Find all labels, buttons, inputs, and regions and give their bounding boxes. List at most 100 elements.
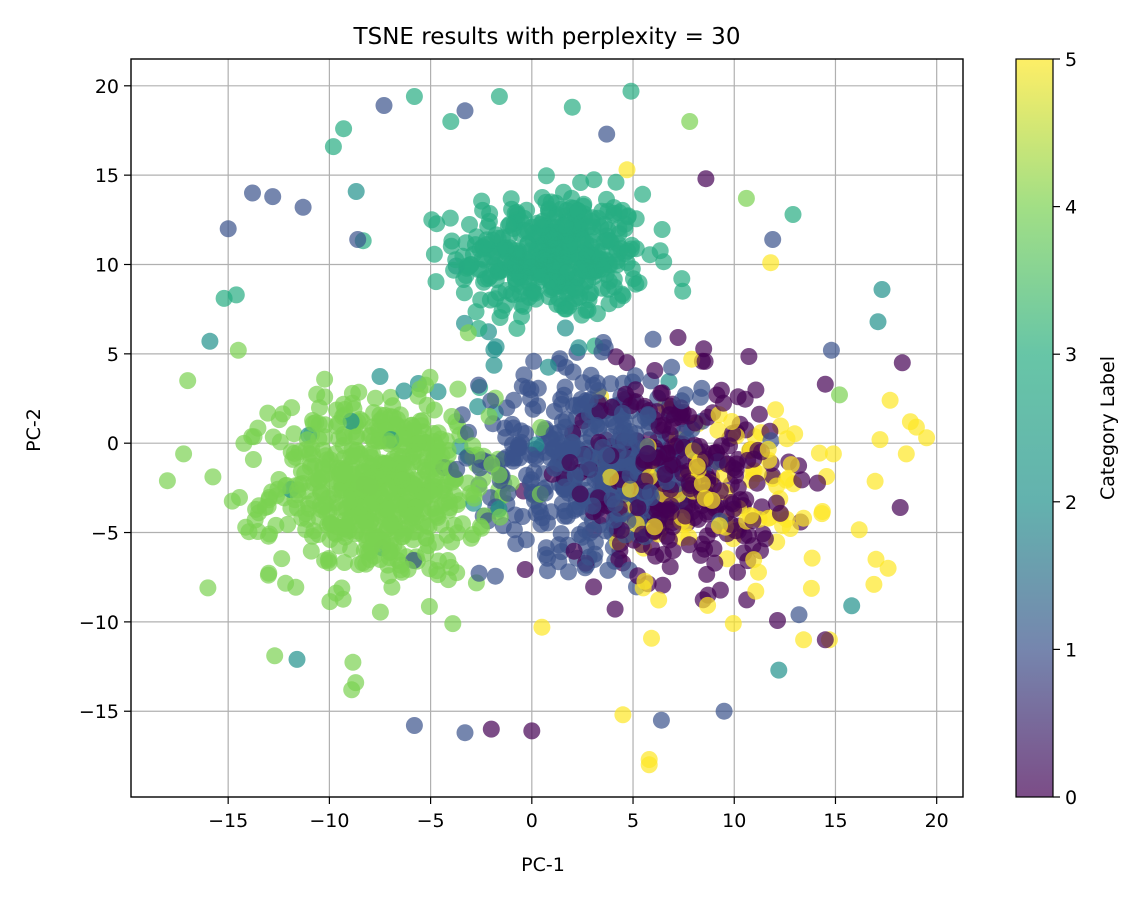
data-point: [607, 173, 625, 191]
x-tick-label: −15: [208, 810, 248, 832]
data-point: [344, 653, 362, 671]
data-point: [405, 717, 423, 734]
data-point: [599, 561, 617, 579]
data-point: [769, 612, 786, 629]
data-point: [552, 525, 570, 543]
data-point: [539, 562, 556, 580]
data-point: [356, 511, 374, 529]
data-point: [405, 88, 423, 105]
data-point: [486, 567, 504, 585]
data-point: [542, 193, 560, 211]
data-point: [347, 674, 365, 692]
data-point: [566, 468, 584, 486]
data-point: [456, 102, 474, 120]
data-point: [392, 556, 410, 574]
data-point: [747, 582, 765, 600]
data-point: [598, 125, 616, 143]
data-point: [680, 536, 698, 554]
data-point: [443, 473, 461, 491]
data-point: [245, 428, 263, 446]
data-point: [449, 380, 467, 398]
data-point: [659, 445, 677, 462]
data-point: [784, 206, 802, 223]
data-point: [215, 289, 233, 307]
data-point: [586, 471, 604, 489]
data-point: [532, 419, 550, 436]
data-point: [646, 518, 663, 536]
data-point: [552, 267, 569, 285]
data-point: [480, 212, 498, 230]
data-point: [813, 503, 831, 520]
colorbar: 0 1 2 3 4 5 Category Label: [1015, 49, 1119, 809]
data-point: [334, 590, 352, 608]
data-point: [661, 406, 679, 424]
data-point: [695, 340, 713, 358]
data-point: [636, 572, 654, 590]
data-point: [461, 216, 478, 233]
x-tick-label: −5: [417, 810, 445, 832]
data-point: [673, 392, 691, 410]
data-point: [404, 506, 422, 524]
data-point: [674, 282, 692, 300]
data-point: [565, 542, 583, 560]
data-point: [519, 379, 537, 397]
data-point: [537, 167, 555, 185]
data-point: [627, 275, 645, 293]
data-point: [571, 498, 589, 516]
data-point: [654, 576, 672, 594]
data-point: [748, 474, 766, 492]
data-point: [602, 468, 619, 486]
data-point: [614, 287, 632, 305]
data-point: [867, 550, 885, 568]
data-point: [371, 368, 389, 385]
data-point: [266, 647, 284, 665]
data-point: [546, 459, 563, 477]
data-point: [865, 575, 883, 593]
data-point: [824, 445, 842, 463]
data-point: [502, 190, 520, 208]
data-point: [533, 509, 551, 527]
data-point: [456, 724, 474, 742]
data-point: [380, 481, 398, 499]
data-point: [175, 445, 193, 463]
data-point: [729, 563, 746, 581]
data-point: [816, 375, 834, 393]
y-tick-label: 5: [107, 344, 119, 366]
data-point: [571, 485, 589, 503]
data-point: [519, 222, 537, 240]
data-point: [745, 551, 763, 569]
data-point: [795, 509, 813, 527]
data-point: [572, 260, 590, 278]
data-point: [470, 564, 488, 582]
data-point: [454, 515, 471, 533]
data-point: [448, 460, 466, 478]
x-axis-ticks: −15 −10 −5 0 5 10 15 20: [208, 797, 949, 832]
data-point: [201, 332, 219, 350]
data-point: [244, 451, 262, 468]
data-point: [644, 330, 662, 348]
data-point: [871, 431, 889, 449]
data-point: [683, 350, 701, 368]
data-point: [881, 391, 899, 409]
data-point: [741, 507, 759, 525]
data-point: [619, 242, 637, 260]
data-point: [427, 273, 445, 291]
data-point: [715, 394, 732, 412]
data-point: [891, 499, 909, 516]
data-point: [382, 542, 400, 560]
data-point: [643, 629, 660, 647]
data-point: [517, 531, 535, 549]
data-point: [626, 367, 644, 385]
data-point: [482, 720, 500, 738]
colorbar-tick-label: 5: [1065, 49, 1077, 71]
data-point: [552, 254, 570, 272]
data-point: [335, 554, 353, 571]
data-point: [439, 552, 457, 569]
data-point: [656, 465, 674, 483]
data-point: [584, 497, 602, 515]
data-point: [545, 402, 563, 420]
data-point: [795, 631, 813, 649]
y-tick-label: −10: [79, 612, 119, 634]
data-point: [329, 414, 347, 432]
